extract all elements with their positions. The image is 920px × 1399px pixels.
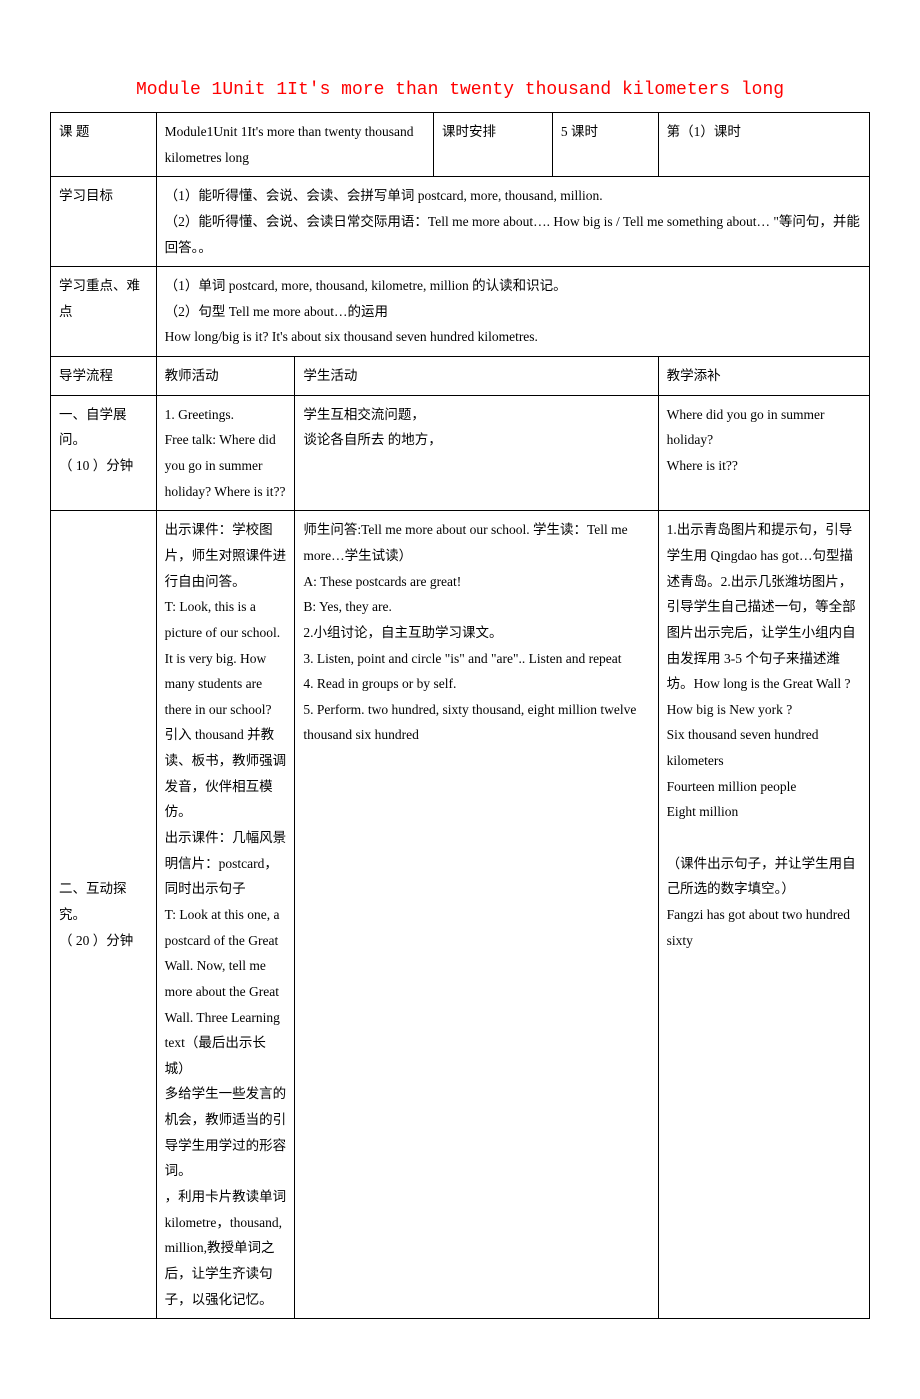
row-section-1: 一、自学展问。（ 10 ）分钟 1. Greetings. Free talk:… [51, 395, 870, 511]
label-section-2: 二、互动探究。（ 20 ）分钟 [51, 511, 157, 1319]
label-section-1: 一、自学展问。（ 10 ）分钟 [51, 395, 157, 511]
page-title: Module 1Unit 1It's more than twenty thou… [50, 80, 870, 100]
teacher-section-2: 出示课件：学校图片，师生对照课件进行自由问答。T: Look, this is … [156, 511, 295, 1319]
row-section-2: 二、互动探究。（ 20 ）分钟 出示课件：学校图片，师生对照课件进行自由问答。T… [51, 511, 870, 1319]
header-teacher: 教师活动 [156, 357, 295, 396]
label-schedule: 课时安排 [434, 113, 553, 177]
cell-objectives: （1）能听得懂、会说、会读、会拼写单词 postcard, more, thou… [156, 177, 869, 267]
row-header: 导学流程 教师活动 学生活动 教学添补 [51, 357, 870, 396]
teacher-section-1: 1. Greetings. Free talk: Where did you g… [156, 395, 295, 511]
row-objectives: 学习目标 （1）能听得懂、会说、会读、会拼写单词 postcard, more,… [51, 177, 870, 267]
header-student: 学生活动 [295, 357, 658, 396]
header-supplement: 教学添补 [658, 357, 869, 396]
header-flow: 导学流程 [51, 357, 157, 396]
label-keypoints: 学习重点、难 点 [51, 267, 157, 357]
cell-topic: Module1Unit 1It's more than twenty thous… [156, 113, 433, 177]
label-topic: 课 题 [51, 113, 157, 177]
cell-keypoints: （1）单词 postcard, more, thousand, kilometr… [156, 267, 869, 357]
cell-period: 第（1）课时 [658, 113, 869, 177]
student-section-1: 学生互相交流问题，谈论各自所去 的地方， [295, 395, 658, 511]
suppl-section-2: 1.出示青岛图片和提示句，引导学生用 Qingdao has got…句型描述青… [658, 511, 869, 1319]
suppl-section-1: Where did you go in summer holiday?Where… [658, 395, 869, 511]
label-objectives: 学习目标 [51, 177, 157, 267]
row-keypoints: 学习重点、难 点 （1）单词 postcard, more, thousand,… [51, 267, 870, 357]
lesson-plan-table: 课 题 Module1Unit 1It's more than twenty t… [50, 112, 870, 1319]
cell-hours: 5 课时 [552, 113, 658, 177]
student-section-2: 师生问答:Tell me more about our school. 学生读：… [295, 511, 658, 1319]
row-topic: 课 题 Module1Unit 1It's more than twenty t… [51, 113, 870, 177]
